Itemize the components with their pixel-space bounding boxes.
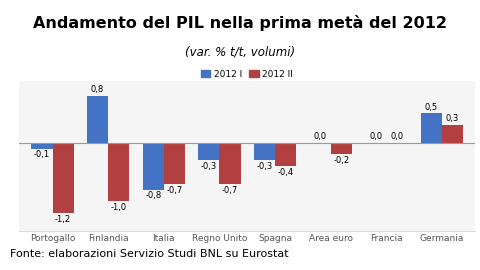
Text: -0,8: -0,8 [145,191,161,201]
Bar [219,143,240,184]
Text: -0,2: -0,2 [333,156,349,165]
Bar [53,143,74,213]
Text: Andamento del PIL nella prima metà del 2012: Andamento del PIL nella prima metà del 2… [33,15,447,31]
Bar [420,113,442,143]
Text: -0,4: -0,4 [277,168,294,177]
Bar [143,143,164,190]
Bar [275,143,296,166]
Bar [108,143,129,201]
Text: -0,1: -0,1 [34,150,50,159]
Bar [87,96,108,143]
Bar [31,143,53,149]
Text: 0,5: 0,5 [425,103,438,112]
Text: -0,7: -0,7 [222,185,238,195]
Text: 0,0: 0,0 [369,132,382,141]
Text: Fonte: elaborazioni Servizio Studi BNL su Eurostat: Fonte: elaborazioni Servizio Studi BNL s… [10,249,288,259]
Text: -0,3: -0,3 [256,162,273,171]
Bar [164,143,185,184]
Bar [198,143,219,160]
Text: 0,0: 0,0 [390,132,403,141]
Text: -0,7: -0,7 [166,185,182,195]
Text: -1,2: -1,2 [55,215,71,224]
Text: -0,3: -0,3 [201,162,217,171]
Text: 0,3: 0,3 [446,114,459,123]
Text: -1,0: -1,0 [111,203,127,212]
Text: 0,8: 0,8 [91,85,104,94]
Bar [254,143,275,160]
Legend: 2012 I, 2012 II: 2012 I, 2012 II [198,66,297,82]
Text: (var. % t/t, volumi): (var. % t/t, volumi) [185,45,295,58]
Text: 0,0: 0,0 [313,132,326,141]
Bar [331,143,352,154]
Bar [442,125,463,143]
